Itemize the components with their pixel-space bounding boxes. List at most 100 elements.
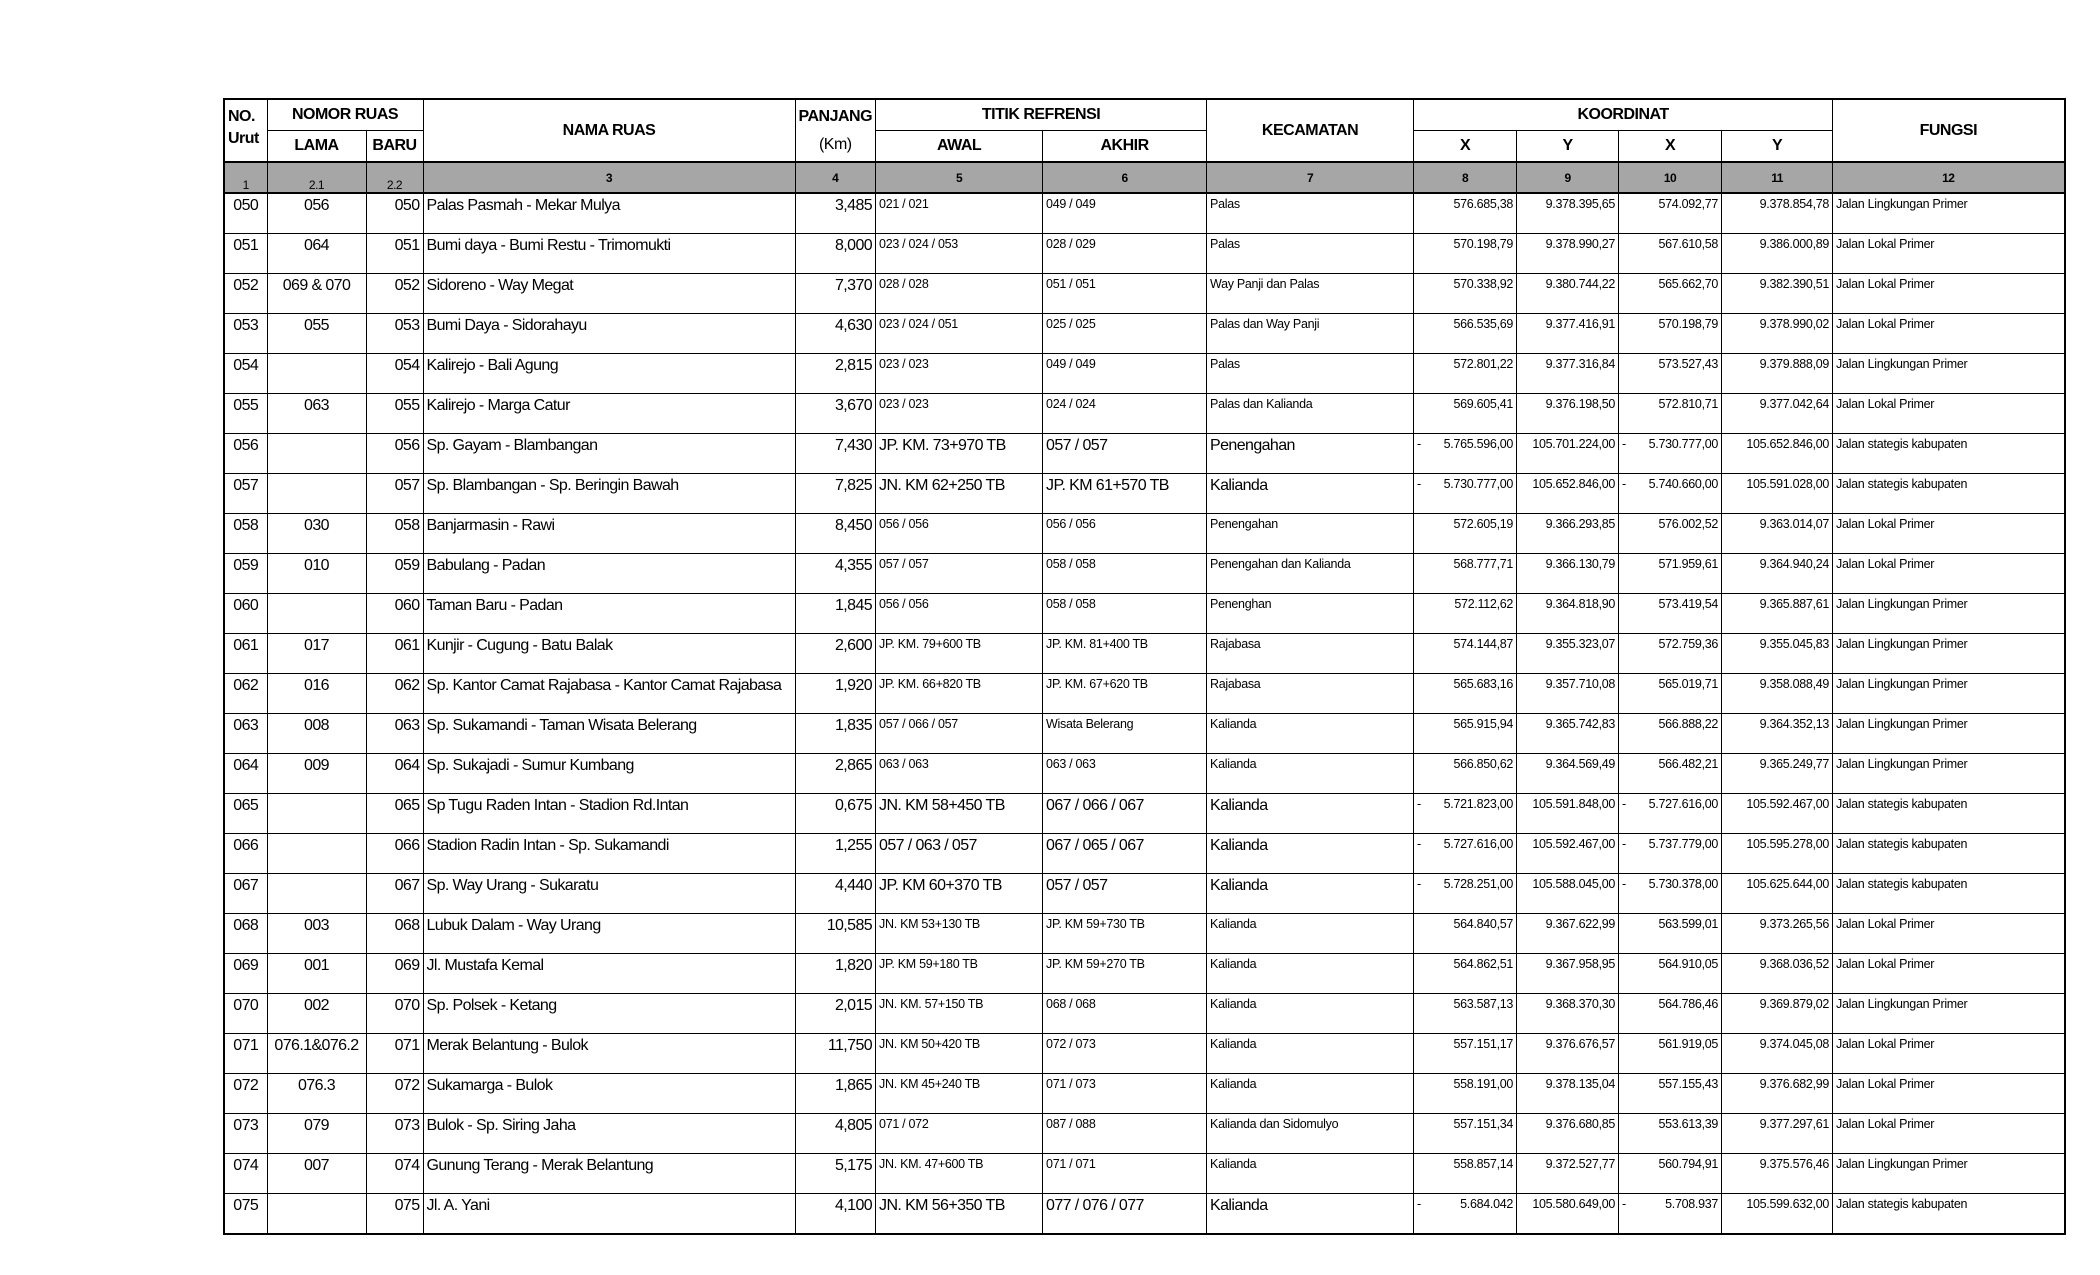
cell-panjang: 2,015: [794, 993, 877, 1034]
cell-awal: JN. KM 53+130 TB: [875, 913, 1044, 954]
table-row: 063 008 063 Sp. Sukamandi - Taman Wisata Be…: [223, 713, 2066, 754]
cell-baru: 050: [365, 192, 424, 234]
cell-nama-ruas: Kalirejo - Bali Agung: [422, 353, 796, 394]
cell-panjang: 4,630: [794, 313, 877, 354]
cell-y-end: 9.386.000,89: [1721, 233, 1834, 274]
table-row: 054 054 Kalirejo - Bali Agung 2,815 023 / 02…: [223, 353, 2066, 394]
cell-baru: 066: [365, 833, 424, 874]
cell-lama: 002: [266, 993, 367, 1034]
road-segment-table: NO. Urut NOMOR RUAS NAMA RUAS PANJANG (Km)…: [223, 98, 2066, 1235]
cell-panjang: 8,450: [794, 513, 877, 554]
cell-y-end: 9.378.990,02: [1721, 313, 1834, 354]
cell-akhir: Wisata Belerang: [1042, 713, 1208, 754]
cell-panjang: 2,815: [794, 353, 877, 394]
cell-x-start: - 5.684.042: [1413, 1193, 1518, 1235]
cell-no: 057: [223, 473, 268, 514]
minus-sign: -: [1622, 1197, 1626, 1211]
cell-y-end: 9.373.265,56: [1721, 913, 1834, 954]
cell-awal: JP. KM. 79+600 TB: [875, 633, 1044, 674]
table-row: 062 016 062 Sp. Kantor Camat Rajabasa - Kan…: [223, 673, 2066, 714]
cell-x-start: - 5.728.251,00: [1413, 873, 1518, 914]
minus-sign: -: [1622, 837, 1626, 851]
cell-no: 056: [223, 433, 268, 474]
cell-lama: [266, 353, 367, 394]
column-number: 3: [422, 161, 796, 194]
cell-fungsi: Jalan Lokal Primer: [1832, 393, 2066, 434]
cell-nama-ruas: Gunung Terang - Merak Belantung: [422, 1153, 796, 1194]
header-nomor-ruas: NOMOR RUAS: [266, 98, 424, 131]
cell-kecamatan: Palas dan Kalianda: [1206, 393, 1415, 434]
cell-nama-ruas: Merak Belantung - Bulok: [422, 1033, 796, 1074]
cell-awal: 023 / 024 / 053: [875, 233, 1044, 274]
cell-y-start: 9.376.198,50: [1516, 393, 1620, 434]
cell-no: 055: [223, 393, 268, 434]
cell-nama-ruas: Sp. Polsek - Ketang: [422, 993, 796, 1034]
cell-no: 062: [223, 673, 268, 714]
table-row: 051 064 051 Bumi daya - Bumi Restu - Trimom…: [223, 233, 2066, 274]
minus-sign: -: [1417, 837, 1421, 851]
cell-x-end: 573.527,43: [1618, 353, 1723, 394]
coordinate-value: 5.730.777,00: [1443, 477, 1514, 491]
cell-kecamatan: Kalianda: [1206, 713, 1415, 754]
table-row: 059 010 059 Babulang - Padan 4,355 057 / 057 0…: [223, 553, 2066, 594]
cell-x-end: 553.613,39: [1618, 1113, 1723, 1154]
cell-nama-ruas: Sidoreno - Way Megat: [422, 273, 796, 314]
cell-akhir: 028 / 029: [1042, 233, 1208, 274]
minus-sign: -: [1417, 877, 1421, 891]
cell-lama: 055: [266, 313, 367, 354]
cell-nama-ruas: Jl. A. Yani: [422, 1193, 796, 1235]
cell-x-end: 564.786,46: [1618, 993, 1723, 1034]
cell-panjang: 8,000: [794, 233, 877, 274]
table-row: 058 030 058 Banjarmasin - Rawi 8,450 056 / 05…: [223, 513, 2066, 554]
cell-x-end: - 5.708.937: [1618, 1193, 1723, 1235]
cell-no: 063: [223, 713, 268, 754]
cell-y-start: 105.701.224,00: [1516, 433, 1620, 474]
header-fungsi: FUNGSI: [1832, 98, 2066, 163]
header-x-end: X: [1618, 130, 1723, 163]
cell-lama: 069 & 070: [266, 273, 367, 314]
cell-x-start: 557.151,17: [1413, 1033, 1518, 1074]
cell-akhir: JP. KM. 81+400 TB: [1042, 633, 1208, 674]
cell-panjang: 1,255: [794, 833, 877, 874]
cell-fungsi: Jalan Lingkungan Primer: [1832, 593, 2066, 634]
column-number: 10: [1618, 161, 1723, 194]
cell-no: 060: [223, 593, 268, 634]
cell-panjang: 1,820: [794, 953, 877, 994]
cell-fungsi: Jalan stategis kabupaten: [1832, 833, 2066, 874]
header-km: (Km): [818, 135, 852, 153]
cell-kecamatan: Rajabasa: [1206, 673, 1415, 714]
cell-y-end: 9.368.036,52: [1721, 953, 1834, 994]
cell-no: 066: [223, 833, 268, 874]
cell-y-end: 105.625.644,00: [1721, 873, 1834, 914]
cell-fungsi: Jalan Lokal Primer: [1832, 553, 2066, 594]
cell-fungsi: Jalan stategis kabupaten: [1832, 793, 2066, 834]
cell-y-start: 105.591.848,00: [1516, 793, 1620, 834]
cell-y-start: 9.364.569,49: [1516, 753, 1620, 794]
cell-y-end: 105.599.632,00: [1721, 1193, 1834, 1235]
cell-y-end: 9.364.940,24: [1721, 553, 1834, 594]
cell-no: 064: [223, 753, 268, 794]
cell-lama: [266, 593, 367, 634]
cell-y-start: 9.378.395,65: [1516, 192, 1620, 234]
cell-fungsi: Jalan Lokal Primer: [1832, 953, 2066, 994]
cell-panjang: 5,175: [794, 1153, 877, 1194]
cell-panjang: 1,845: [794, 593, 877, 634]
cell-y-end: 9.358.088,49: [1721, 673, 1834, 714]
cell-x-end: 571.959,61: [1618, 553, 1723, 594]
cell-awal: 057 / 066 / 057: [875, 713, 1044, 754]
table-row: 064 009 064 Sp. Sukajadi - Sumur Kumbang 2,8…: [223, 753, 2066, 794]
cell-fungsi: Jalan Lingkungan Primer: [1832, 673, 2066, 714]
cell-x-end: - 5.730.777,00: [1618, 433, 1723, 474]
cell-akhir: 025 / 025: [1042, 313, 1208, 354]
cell-akhir: 077 / 076 / 077: [1042, 1193, 1208, 1235]
cell-y-start: 9.366.130,79: [1516, 553, 1620, 594]
cell-akhir: 072 / 073: [1042, 1033, 1208, 1074]
cell-baru: 061: [365, 633, 424, 674]
cell-x-start: 574.144,87: [1413, 633, 1518, 674]
cell-lama: 009: [266, 753, 367, 794]
table-row: 055 063 055 Kalirejo - Marga Catur 3,670 023 …: [223, 393, 2066, 434]
cell-nama-ruas: Sukamarga - Bulok: [422, 1073, 796, 1114]
cell-panjang: 7,430: [794, 433, 877, 474]
cell-kecamatan: Penenghan: [1206, 593, 1415, 634]
cell-x-start: 572.605,19: [1413, 513, 1518, 554]
